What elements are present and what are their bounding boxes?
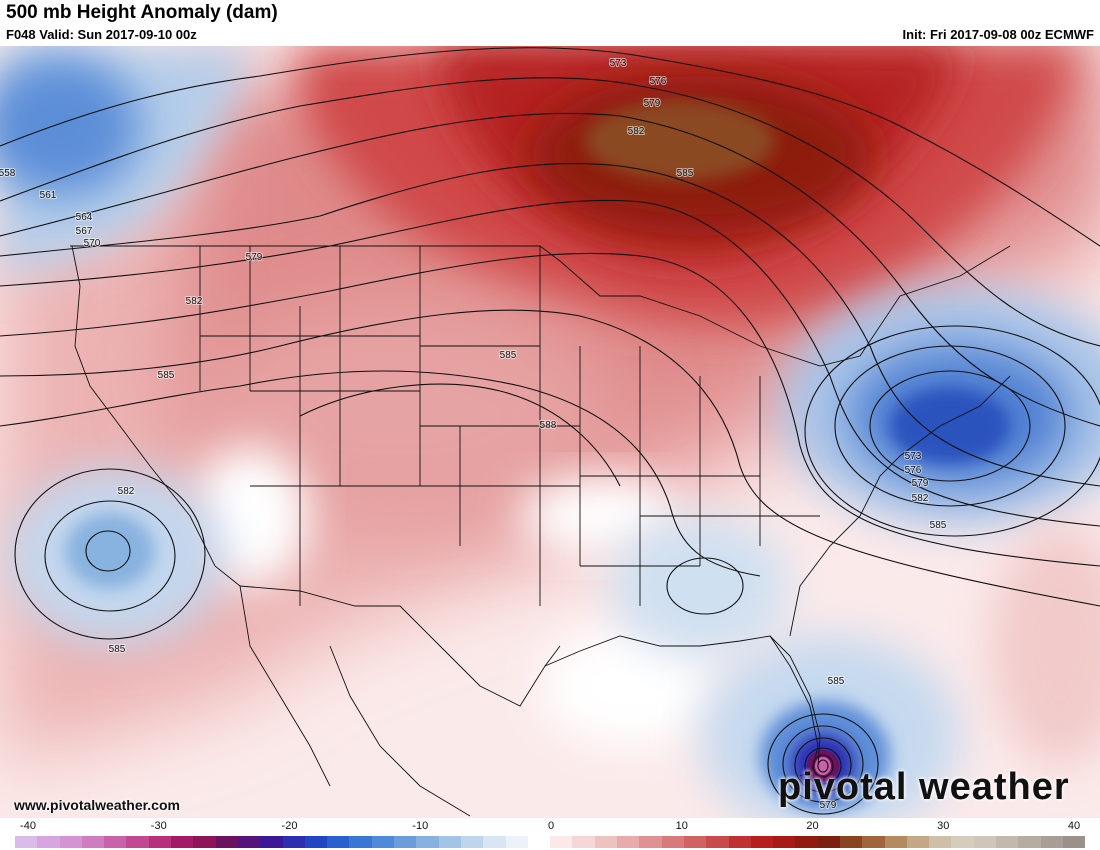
colorbar-swatch: [327, 836, 350, 848]
colorbar-swatch: [505, 836, 528, 848]
colorbar-swatch: [839, 836, 863, 848]
contour-label: 561: [40, 190, 57, 201]
colorbar-swatch: [550, 836, 573, 848]
colorbar-swatch: [639, 836, 662, 848]
contour-label: 570: [84, 238, 101, 249]
colorbar-swatch: [81, 836, 105, 848]
colorbar-swatch: [817, 836, 840, 848]
init-time: Init: Fri 2017-09-08 00z ECMWF: [902, 27, 1094, 42]
colorbar-swatch: [349, 836, 372, 848]
colorbar-swatch: [104, 836, 127, 848]
colorbar-strip: [15, 836, 1086, 848]
colorbar-swatch: [483, 836, 506, 848]
colorbar-tick-label: 40: [1067, 820, 1081, 832]
contour-label: 582: [912, 493, 929, 504]
contour-label: 579: [912, 478, 929, 489]
contour-label: 579: [644, 98, 661, 109]
colorbar-swatch: [906, 836, 930, 848]
colorbar-tick-label: 30: [937, 820, 950, 832]
contour-label: 585: [500, 350, 517, 361]
contour-label: 576: [905, 465, 922, 476]
colorbar-tick-label: 10: [675, 820, 688, 832]
colorbar-swatch: [171, 836, 194, 848]
colorbar-swatch: [37, 836, 60, 848]
colorbar-swatch: [148, 836, 172, 848]
contour-label: 573: [905, 451, 922, 462]
colorbar-swatch: [795, 836, 818, 848]
contour-label: 567: [76, 226, 93, 237]
contour-label: 576: [650, 76, 667, 87]
colorbar-swatch: [438, 836, 461, 848]
colorbar-tick-label: -30: [150, 820, 167, 832]
contour-label: 579: [246, 252, 263, 263]
colorbar-swatch: [706, 836, 729, 848]
colorbar-swatch: [215, 836, 238, 848]
colorbar-swatch: [260, 836, 283, 848]
colorbar-swatch: [594, 836, 618, 848]
colorbar-swatch: [394, 836, 417, 848]
colorbar-swatch: [371, 836, 395, 848]
colorbar-swatch: [996, 836, 1019, 848]
colorbar-tick-label: 0: [547, 820, 555, 832]
colorbar-swatch: [773, 836, 796, 848]
contour-label: 585: [109, 644, 126, 655]
colorbar-swatch: [951, 836, 974, 848]
contour-label: 585: [158, 370, 175, 381]
colorbar-labels: -40 -30 -20 -10 0 10 20 30 40: [0, 820, 1100, 834]
colorbar-swatch: [617, 836, 640, 848]
contour-label: 588: [540, 420, 557, 431]
contour-label: 585: [828, 676, 845, 687]
contour-label: 582: [118, 486, 135, 497]
colorbar-swatch: [460, 836, 484, 848]
colorbar-swatch: [1018, 836, 1041, 848]
colorbar-swatch: [661, 836, 684, 848]
colorbar-swatch: [1062, 836, 1086, 848]
colorbar-swatch: [527, 836, 551, 848]
valid-time: F048 Valid: Sun 2017-09-10 00z: [6, 27, 197, 42]
brand-logo: pivotal weather: [778, 766, 1070, 808]
colorbar-swatch: [750, 836, 774, 848]
colorbar-swatch: [304, 836, 328, 848]
anomaly-shading: [0, 46, 1100, 818]
colorbar-swatch: [282, 836, 305, 848]
header: 500 mb Height Anomaly (dam) F048 Valid: …: [0, 0, 1100, 46]
colorbar-tick-label: -40: [20, 820, 36, 832]
colorbar-swatch: [683, 836, 707, 848]
colorbar-swatch: [973, 836, 997, 848]
colorbar-swatch: [15, 836, 38, 848]
colorbar-tick-label: -10: [412, 820, 429, 832]
boundaries: [70, 245, 1011, 817]
colorbar-swatch: [237, 836, 261, 848]
contour-label: 585: [930, 520, 947, 531]
colorbar-swatch: [929, 836, 952, 848]
contour-label: 579: [820, 800, 837, 811]
colorbar-swatch: [416, 836, 439, 848]
contour-label: 564: [76, 212, 93, 223]
colorbar-swatch: [59, 836, 82, 848]
colorbar-swatch: [884, 836, 907, 848]
colorbar-swatch: [728, 836, 751, 848]
contour-label: 585: [677, 168, 694, 179]
colorbar-swatch: [862, 836, 885, 848]
contour-label: 558: [0, 168, 16, 179]
contour-label: 573: [610, 58, 627, 69]
colorbar-swatch: [1040, 836, 1063, 848]
colorbar-swatch: [126, 836, 149, 848]
map-title: 500 mb Height Anomaly (dam): [6, 2, 278, 23]
colorbar-swatch: [193, 836, 216, 848]
site-url[interactable]: www.pivotalweather.com: [14, 797, 180, 813]
colorbar-tick-label: -20: [281, 820, 298, 832]
colorbar-tick-label: 20: [806, 820, 819, 832]
contour-label: 582: [628, 126, 645, 137]
colorbar-swatch: [572, 836, 595, 848]
contour-label: 582: [186, 296, 203, 307]
height-contours: [0, 47, 1100, 815]
